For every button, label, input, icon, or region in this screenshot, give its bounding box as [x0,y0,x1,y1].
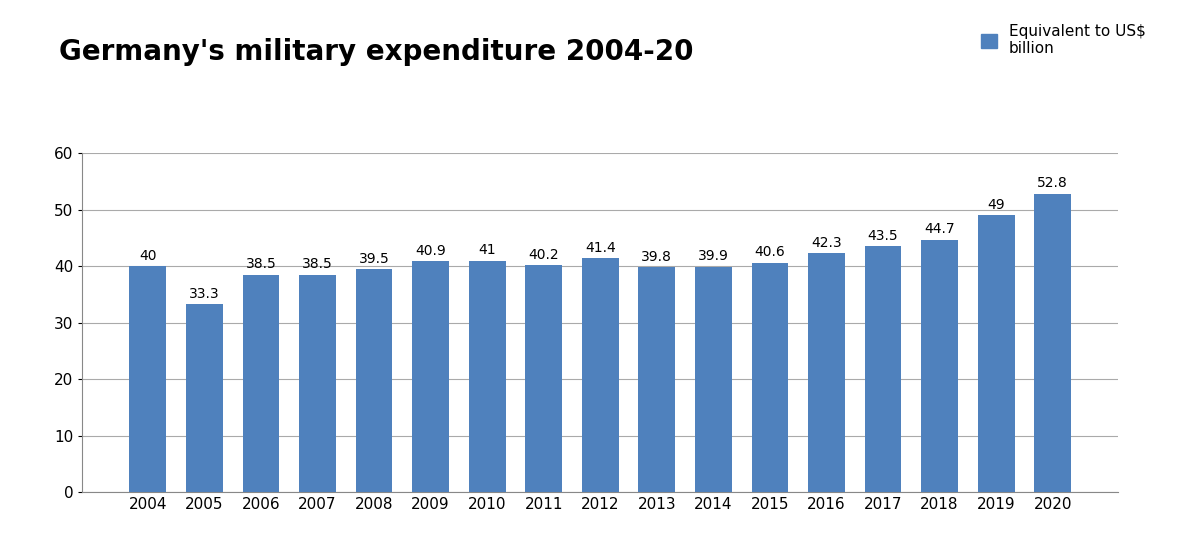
Bar [752,263,789,492]
Bar [922,240,958,492]
Bar [355,269,392,492]
Bar [186,304,222,492]
Bar [412,261,448,492]
Text: 40.2: 40.2 [528,248,559,261]
Text: 33.3: 33.3 [189,287,220,301]
Legend: Equivalent to US$
billion: Equivalent to US$ billion [982,24,1146,56]
Text: 49: 49 [988,198,1005,212]
Text: 39.9: 39.9 [698,249,729,263]
Text: 52.8: 52.8 [1037,177,1068,190]
Bar [809,253,845,492]
Text: 39.8: 39.8 [641,250,672,264]
Text: 38.5: 38.5 [246,257,277,271]
Text: 38.5: 38.5 [302,257,333,271]
Text: 41: 41 [478,243,496,257]
Bar [581,258,619,492]
Bar [525,265,563,492]
Text: 40.9: 40.9 [415,244,446,258]
Bar [1035,194,1071,492]
Text: 39.5: 39.5 [359,252,390,266]
Bar [694,267,732,492]
Bar [638,267,676,492]
Text: 40.6: 40.6 [754,246,785,259]
Bar [129,266,166,492]
Bar [468,260,506,492]
Bar [865,246,902,492]
Bar [299,275,335,492]
Text: 43.5: 43.5 [867,229,898,243]
Text: 44.7: 44.7 [924,222,955,236]
Text: 41.4: 41.4 [585,241,616,255]
Bar [242,275,279,492]
Text: 40: 40 [139,249,157,263]
Text: 42.3: 42.3 [811,236,842,250]
Bar [978,216,1015,492]
Text: Germany's military expenditure 2004-20: Germany's military expenditure 2004-20 [59,38,693,66]
